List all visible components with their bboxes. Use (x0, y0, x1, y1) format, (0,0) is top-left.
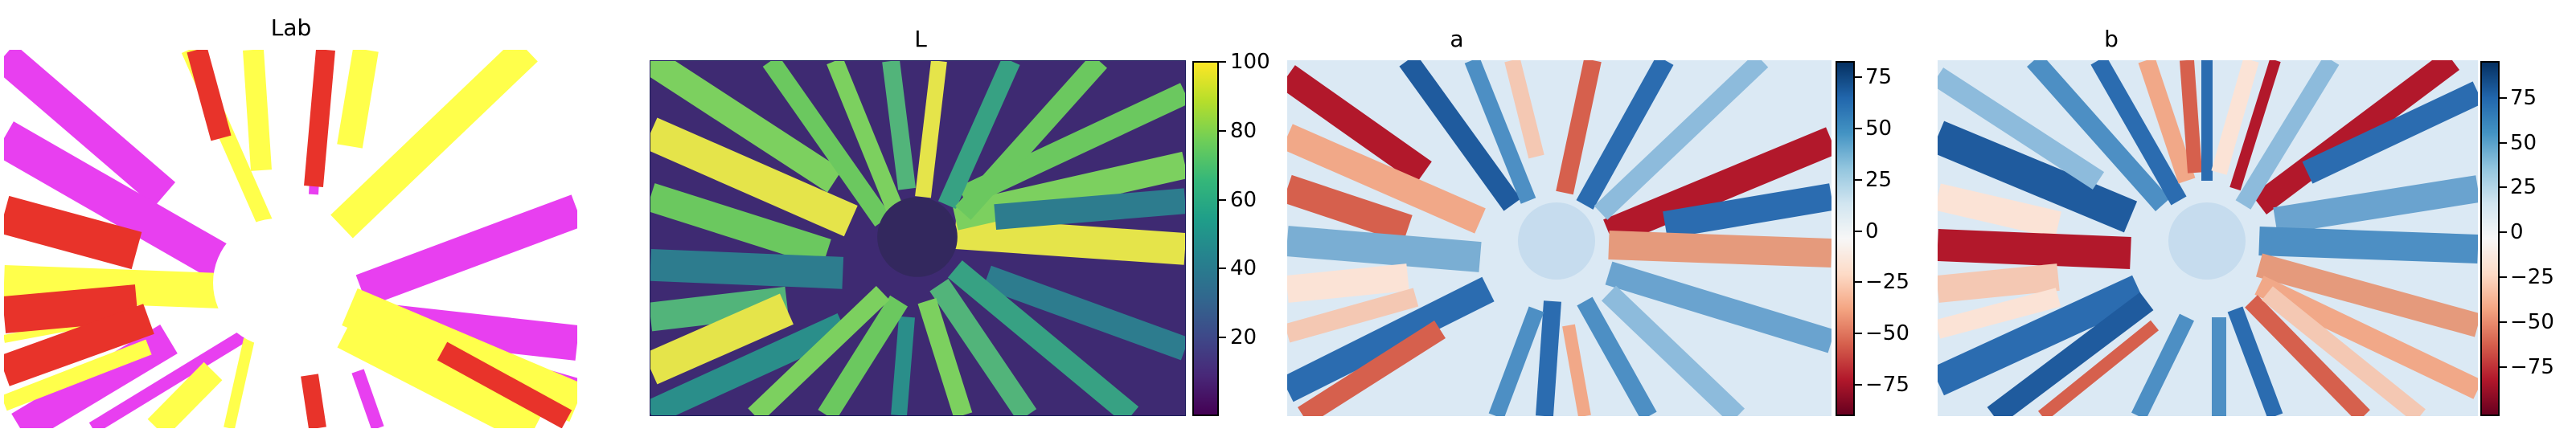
a-colorbar-tick-label: −25 (1865, 270, 1909, 294)
a-colorbar-tick-label: −75 (1865, 373, 1909, 397)
b-colorbar-tick-label: −25 (2510, 265, 2554, 289)
b-colorbar-tick-label: 50 (2510, 131, 2537, 155)
a-colorbar-tick-label: −50 (1865, 321, 1909, 345)
a-colorbar-tick-label: 25 (1865, 168, 1893, 192)
b-colorbar-tick (2500, 186, 2507, 188)
panel-title-lab: Lab (270, 14, 312, 41)
l-colorbar-tick (1219, 337, 1226, 338)
a-colorbar (1836, 61, 1855, 416)
b-colorbar-tick-label: −75 (2510, 355, 2554, 379)
l-colorbar-tick (1219, 268, 1226, 269)
b-colorbar-tick (2500, 142, 2507, 144)
b-colorbar-tick (2500, 366, 2507, 368)
a-colorbar-tick (1855, 76, 1862, 78)
l-colorbar-tick (1219, 61, 1226, 63)
l-colorbar-tick-label: 40 (1230, 256, 1257, 280)
a-colorbar-tick (1855, 333, 1862, 334)
b-colorbar-tick (2500, 276, 2507, 278)
l-colorbar-tick-label: 100 (1230, 50, 1270, 74)
panel-title-l: L (914, 26, 927, 52)
b-colorbar-tick-label: 0 (2510, 220, 2524, 244)
b-colorbar-tick-label: 25 (2510, 175, 2537, 199)
l-channel-image (650, 60, 1186, 416)
a-colorbar-tick-label: 50 (1865, 116, 1893, 141)
l-colorbar-tick-label: 60 (1230, 188, 1257, 212)
lab-segmented-image (4, 50, 577, 428)
l-colorbar-tick-label: 20 (1230, 325, 1257, 349)
b-channel-image (1938, 60, 2478, 416)
b-colorbar (2480, 61, 2500, 416)
a-colorbar-tick (1855, 231, 1862, 232)
l-colorbar-tick-label: 80 (1230, 119, 1257, 143)
a-colorbar-tick (1855, 179, 1862, 181)
panel-title-a: a (1450, 26, 1464, 52)
a-colorbar-tick (1855, 128, 1862, 129)
panel-title-b: b (2104, 26, 2119, 52)
a-colorbar-tick (1855, 281, 1862, 283)
a-colorbar-tick-label: 75 (1865, 65, 1893, 89)
b-colorbar-tick (2500, 321, 2507, 323)
l-colorbar-tick (1219, 199, 1226, 201)
a-colorbar-tick-label: 0 (1865, 219, 1879, 243)
l-colorbar (1192, 61, 1219, 416)
b-colorbar-tick-label: −50 (2510, 310, 2554, 334)
b-colorbar-tick (2500, 231, 2507, 233)
a-colorbar-tick (1855, 384, 1862, 386)
a-channel-image (1287, 60, 1832, 416)
b-colorbar-tick-label: 75 (2510, 86, 2537, 110)
l-colorbar-tick (1219, 130, 1226, 132)
b-colorbar-tick (2500, 97, 2507, 99)
